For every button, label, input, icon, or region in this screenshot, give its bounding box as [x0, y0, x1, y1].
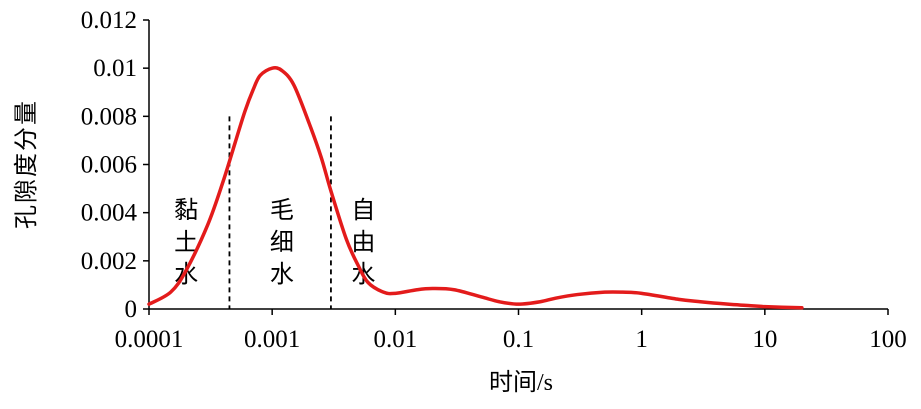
- x-tick-label: 10: [752, 326, 777, 353]
- series-layer: [147, 66, 804, 310]
- x-tick-label: 0.1: [503, 326, 534, 353]
- series-line: [147, 66, 804, 310]
- zone-label-char: 由: [351, 229, 375, 256]
- x-tick-label: 0.01: [373, 326, 417, 353]
- zone-label-char: 水: [270, 261, 294, 288]
- x-tick-label: 0.0001: [115, 326, 184, 353]
- x-tick-label: 1: [635, 326, 648, 353]
- y-tick-label: 0.01: [93, 55, 137, 82]
- y-tick-label: 0.004: [81, 200, 138, 227]
- zone-label-char: 毛: [270, 197, 294, 224]
- x-tick-label: 0.001: [244, 326, 300, 353]
- x-ticks: 0.0001 0.001 0.01 0.1 1 10 100: [115, 309, 907, 353]
- x-tick-label: 100: [869, 326, 907, 353]
- y-tick-label: 0.002: [81, 248, 137, 275]
- y-axis-title: 孔隙度分量: [13, 99, 40, 229]
- plot-area: 0.0001 0.001 0.01 0.1 1 10 100 0 0.002 0.004 0.00…: [81, 7, 907, 353]
- y-tick-label: 0.008: [81, 103, 137, 130]
- y-tick-label: 0: [125, 296, 138, 323]
- zone-label-char: 细: [270, 229, 294, 256]
- zone-label-char: 自: [351, 197, 375, 224]
- y-tick-label: 0.006: [81, 152, 137, 179]
- y-ticks: 0 0.002 0.004 0.006 0.008 0.01 0.012: [81, 7, 149, 323]
- x-axis-title: 时间/s: [489, 369, 553, 396]
- zone-label-char: 黏: [174, 197, 198, 224]
- y-tick-label: 0.012: [81, 7, 137, 34]
